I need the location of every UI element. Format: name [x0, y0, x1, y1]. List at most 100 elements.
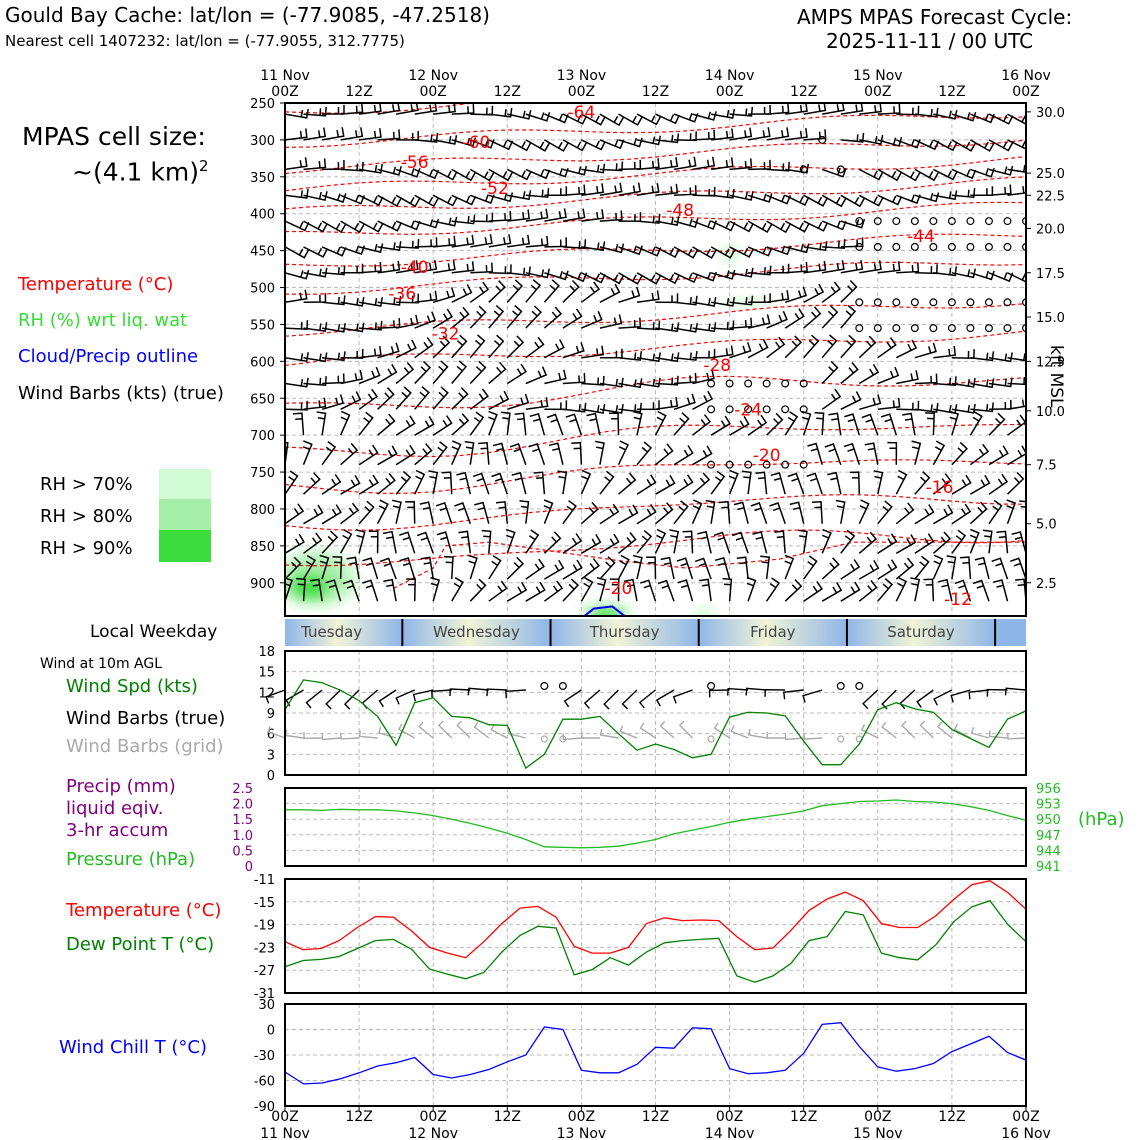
wind10-barb-28	[783, 689, 804, 700]
calm-marker-322	[929, 298, 938, 307]
wind10-barb-26	[745, 687, 767, 696]
wind-barb-683	[774, 530, 786, 554]
wind-barb-8	[433, 103, 456, 115]
wind-barb-14	[544, 113, 569, 124]
weekday-block-4	[846, 619, 996, 646]
wind-barb-142	[636, 182, 660, 197]
wind-barb-753	[562, 578, 580, 602]
wind-barb-704	[399, 557, 416, 580]
wind-barb-0	[285, 108, 309, 119]
wind-barb-720	[694, 557, 712, 580]
wind-barb-408	[1007, 353, 1026, 362]
wind-barb-709	[506, 556, 525, 580]
calm-marker-203	[1003, 217, 1012, 226]
wind-barb-483	[877, 397, 901, 411]
wind-barb-570	[969, 443, 990, 466]
wind10-barb-21	[655, 689, 675, 707]
top-time-label-4: 00Z	[568, 84, 595, 100]
wind-barb-265	[636, 272, 662, 285]
wind-barb-295	[432, 287, 456, 304]
wind-barb-338	[469, 305, 487, 329]
top-date-label-10: 16 Nov	[1001, 68, 1051, 84]
wind-barb-387	[618, 351, 643, 361]
calm-marker-200	[947, 217, 956, 226]
wind-barb-5	[377, 103, 401, 115]
wind-barb-58	[599, 139, 625, 150]
wind-barb-565	[864, 442, 879, 465]
wind-barb-504	[500, 411, 511, 436]
wind-barb-637	[691, 499, 703, 525]
top-time-label-6: 00Z	[716, 84, 743, 100]
wind-barb-744	[383, 578, 397, 602]
calm-marker-70	[818, 135, 827, 144]
wind10-grid-barb-33	[881, 721, 897, 739]
wind-barb-34	[914, 107, 939, 118]
calm-marker-195	[855, 217, 864, 226]
wind-barb-188	[729, 220, 754, 233]
rh90-label: RH > 90%	[40, 538, 133, 559]
calm-marker-558	[744, 460, 753, 469]
wind-barb-310	[710, 296, 736, 307]
wind-barb-497	[377, 413, 396, 436]
wind10-grid-barb-3	[321, 733, 341, 741]
wind-barb-741	[325, 579, 342, 602]
wind-barb-734	[959, 556, 972, 580]
panel2-frame	[284, 650, 1027, 776]
wind-barb-64	[711, 128, 734, 141]
wind-barb-428	[618, 378, 643, 389]
wind-barb-501	[451, 413, 470, 436]
bottom-date-label-0: 11 Nov	[260, 1126, 310, 1140]
calm-marker-110	[799, 165, 808, 174]
wind10-grid-barb-28	[784, 733, 804, 741]
wind-barb-67	[766, 127, 790, 141]
wind-barb-591	[599, 470, 615, 495]
wind-barb-728	[858, 559, 880, 580]
wind-barb-68	[785, 128, 808, 141]
wind10-barb-4	[343, 689, 360, 710]
wind-barb-642	[769, 502, 786, 524]
wind-barb-400	[858, 335, 877, 359]
wind-barb-466	[562, 402, 587, 413]
wind-barb-222	[599, 243, 625, 254]
wind-barb-32	[877, 103, 901, 115]
wind10-barb-12	[486, 688, 508, 697]
wind-barb-469	[618, 402, 643, 413]
wind-barb-481	[840, 391, 862, 410]
wind-barb-230	[747, 246, 773, 257]
wind-barb-99	[599, 161, 624, 172]
wind10-barb-17	[583, 689, 601, 709]
wind-barb-498	[395, 415, 416, 436]
wind-barb-764	[765, 577, 781, 602]
temp-tick-label-3: -19	[254, 919, 275, 934]
wind-barb-340	[506, 304, 523, 329]
wind10-grid-barb-18	[599, 728, 619, 739]
wind-barb-692	[951, 529, 967, 554]
wind-barb-72	[859, 134, 884, 145]
wind-barb-449	[1007, 377, 1026, 386]
calm-marker-478	[781, 405, 790, 414]
wind-barb-548	[548, 442, 564, 465]
wind-barb-547	[528, 442, 546, 465]
wind-barb-20	[655, 113, 680, 125]
isotherm-label-9: -28	[703, 356, 731, 376]
wind-barb-92	[469, 168, 495, 182]
wind-barb-440	[840, 362, 859, 385]
wind-barb-759	[657, 579, 675, 602]
wind-barb-769	[858, 580, 878, 602]
wind-barb-250	[359, 262, 382, 274]
wind-barb-588	[533, 471, 546, 495]
wind-barb-189	[747, 220, 773, 234]
wind10-barb-22	[672, 689, 693, 704]
kft-tick-label-6: 12.5	[1036, 355, 1065, 370]
wind-barb-140	[599, 182, 623, 197]
wind-barb-282	[951, 268, 977, 279]
wind-barb-703	[379, 557, 397, 580]
wind-tick-label-0: 0	[267, 769, 275, 784]
wind-barb-581	[414, 469, 426, 495]
wind-barb-518	[766, 412, 784, 436]
wind10-barb-8	[412, 689, 434, 702]
wind-barb-524	[861, 413, 879, 436]
precip-tick-label-2: 1.0	[232, 829, 253, 844]
p-tick-label-6: 550	[250, 318, 275, 333]
